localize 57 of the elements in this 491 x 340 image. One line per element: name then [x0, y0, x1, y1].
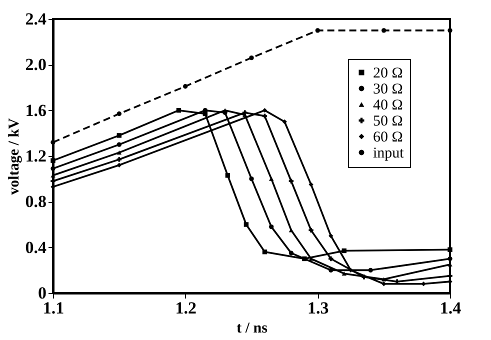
point: [116, 162, 122, 168]
x-tick-label: 1.3: [308, 298, 329, 318]
point: [328, 234, 334, 238]
y-tick-label: 2.0: [25, 55, 46, 74]
point: [269, 224, 274, 230]
y-axis-title: voltage / kV: [6, 118, 22, 195]
legend-label: 30 Ω: [373, 82, 403, 98]
point: [244, 222, 249, 227]
point: [381, 28, 386, 33]
point: [315, 28, 320, 33]
point: [381, 277, 386, 282]
point: [262, 250, 268, 254]
point: [116, 111, 122, 116]
x-tick-label: 1.4: [440, 298, 462, 318]
y-tick-label: 0.8: [25, 192, 46, 212]
point: [249, 55, 254, 60]
point: [448, 28, 452, 33]
point: [328, 268, 334, 273]
x-axis-title: t / ns: [236, 320, 268, 336]
point: [368, 268, 373, 273]
point: [262, 108, 268, 113]
point: [328, 256, 334, 262]
legend-label: 40 Ω: [373, 98, 403, 114]
y-tick-label: 1.6: [25, 100, 46, 120]
point: [176, 108, 182, 113]
point: [50, 158, 56, 163]
point: [448, 256, 452, 262]
y-tick-label: 1.2: [25, 146, 46, 166]
point: [282, 119, 287, 124]
point: [308, 182, 314, 187]
point: [448, 247, 452, 252]
x-tick-label: 1.2: [175, 298, 196, 318]
point: [262, 114, 268, 118]
legend-label: 50 Ω: [373, 114, 403, 130]
point: [50, 140, 56, 145]
point: [342, 272, 346, 276]
point: [249, 176, 254, 182]
point: [50, 166, 56, 171]
point: [225, 173, 230, 178]
point: [116, 150, 122, 155]
point: [288, 178, 294, 184]
y-tick-label: 0.4: [25, 238, 47, 257]
point: [288, 250, 294, 256]
point: [308, 228, 314, 233]
legend-label: 60 Ω: [373, 130, 403, 146]
point: [421, 282, 426, 286]
point: [116, 157, 122, 162]
point: [242, 110, 248, 115]
point: [116, 142, 122, 147]
point: [269, 176, 274, 181]
point: [302, 256, 307, 262]
point: [342, 248, 346, 254]
point: [182, 84, 188, 89]
legend-label: 20 Ω: [373, 66, 403, 82]
point: [116, 133, 122, 138]
legend-label: input: [373, 146, 405, 162]
y-tick-label: 2.4: [25, 10, 47, 28]
